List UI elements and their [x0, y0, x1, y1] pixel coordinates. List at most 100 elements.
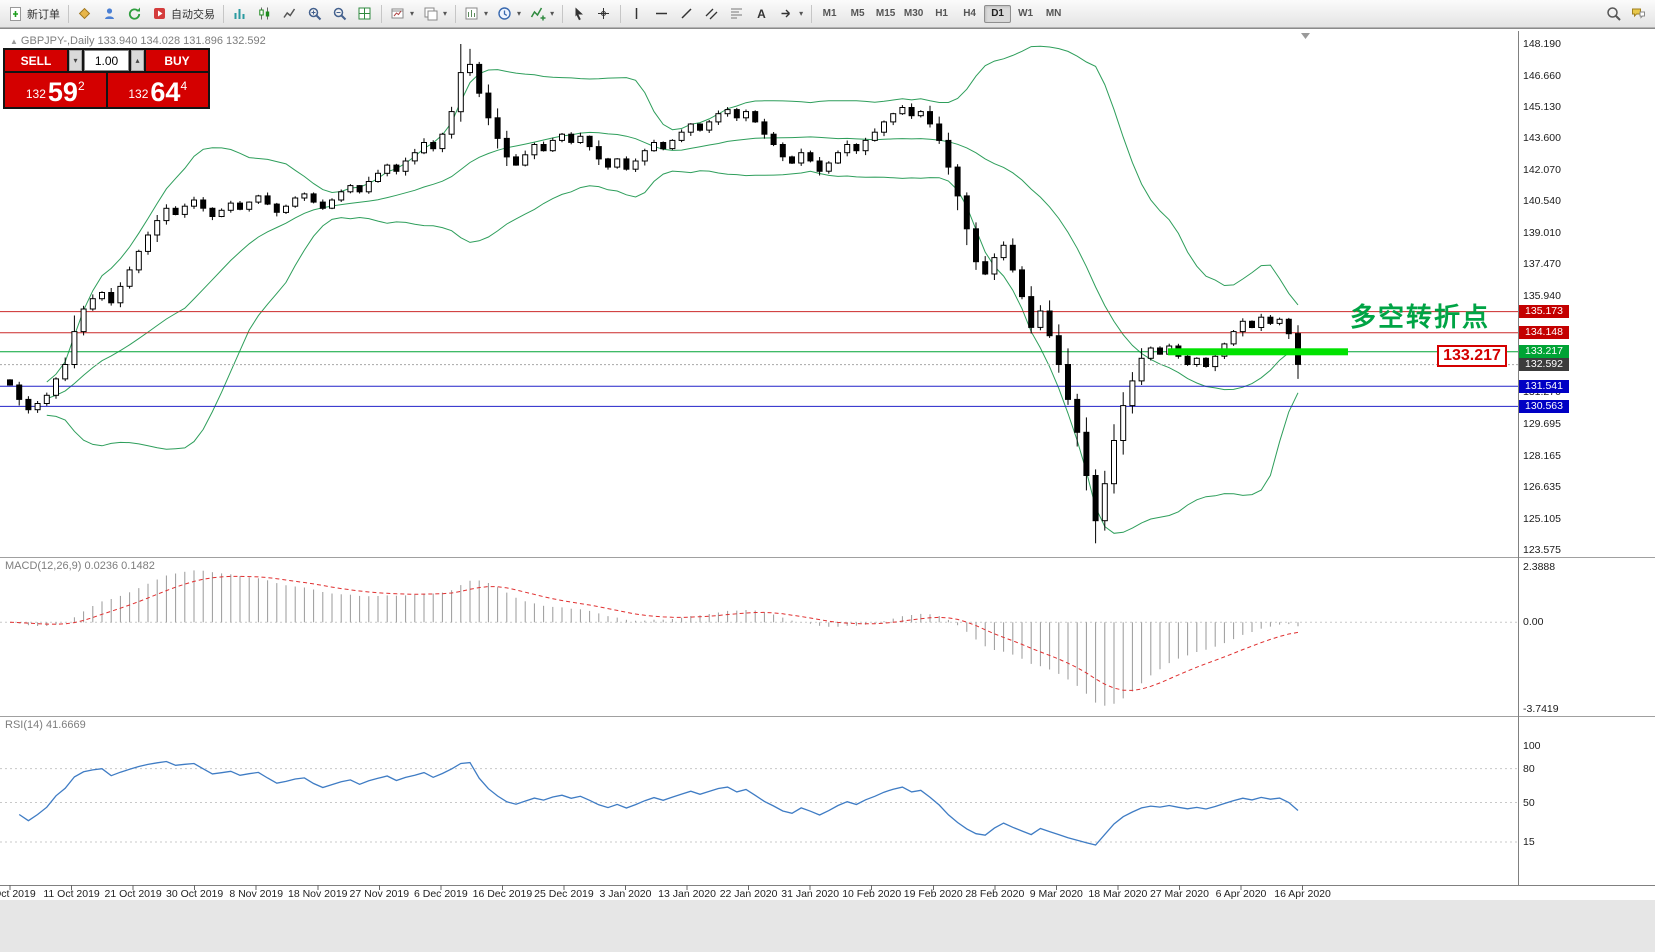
date-axis-label[interactable]: 6 Dec 2019 — [413, 888, 468, 900]
trendline-button[interactable] — [675, 3, 699, 25]
price-axis-tick[interactable]: 145.130 — [1523, 100, 1561, 113]
community-button[interactable] — [1627, 3, 1651, 25]
price-axis-tick[interactable]: 146.660 — [1523, 69, 1561, 82]
bar-chart-button[interactable] — [228, 3, 252, 25]
date-axis-label[interactable]: 11 Oct 2019 — [43, 888, 100, 900]
price-axis-tick[interactable]: 139.010 — [1523, 226, 1561, 239]
volume-increase-button[interactable]: ▴ — [131, 50, 144, 71]
price-axis-tick[interactable]: 128.165 — [1523, 449, 1561, 462]
shapes-button[interactable]: ▾ — [775, 3, 807, 25]
fibonacci-button[interactable] — [725, 3, 749, 25]
sell-button[interactable]: SELL — [5, 50, 67, 71]
channel-button[interactable] — [700, 3, 724, 25]
date-axis-label[interactable]: 13 Jan 2020 — [658, 888, 716, 900]
timeframe-m15-button[interactable]: M15 — [875, 8, 896, 19]
templates-button[interactable]: ▾ — [460, 3, 492, 25]
price-axis-tick[interactable]: 137.470 — [1523, 258, 1561, 271]
price-axis-tick[interactable]: 123.575 — [1523, 544, 1561, 556]
timeframe-d1-button[interactable]: D1 — [984, 4, 1012, 23]
indicators-button[interactable]: ▾ — [526, 3, 558, 25]
price-axis-tick[interactable]: 125.105 — [1523, 512, 1561, 525]
price-axis-tick[interactable]: 135.940 — [1523, 289, 1561, 302]
horizontal-line-button[interactable] — [650, 3, 674, 25]
date-axis-label[interactable]: 8 Nov 2019 — [229, 888, 284, 900]
rsi-axis-label[interactable]: 80 — [1523, 762, 1535, 775]
rsi-axis-label[interactable]: 100 — [1523, 740, 1541, 752]
timeframe-m1-button[interactable]: M1 — [822, 8, 837, 19]
zoom-in-button[interactable] — [303, 3, 327, 25]
periods-button[interactable]: ▾ — [493, 3, 525, 25]
date-axis-label[interactable]: 27 Mar 2020 — [1149, 888, 1209, 900]
date-axis-label[interactable]: 16 Apr 2020 — [1274, 888, 1331, 900]
profiles-button[interactable] — [73, 3, 97, 25]
date-axis-label[interactable]: 19 Feb 2020 — [903, 888, 963, 900]
cursor-button[interactable] — [567, 3, 591, 25]
timeframe-m30-button[interactable]: M30 — [903, 8, 924, 19]
market-watch-button[interactable] — [98, 3, 122, 25]
toolbar-separator — [381, 4, 382, 23]
new-chart-button[interactable]: ▾ — [386, 3, 418, 25]
macd-axis-label[interactable]: 2.3888 — [1523, 561, 1556, 573]
timeframe-w1-button[interactable]: W1 — [1018, 8, 1034, 19]
auto-trading-button[interactable]: 自动交易 — [148, 3, 219, 25]
date-axis-label[interactable]: 28 Feb 2020 — [965, 888, 1025, 900]
date-axis-label[interactable]: 25 Dec 2019 — [534, 888, 594, 900]
sell-price[interactable]: 132 59 2 — [5, 73, 106, 107]
macd-axis-label[interactable]: -3.7419 — [1523, 703, 1559, 715]
date-axis-label[interactable]: 16 Dec 2019 — [472, 888, 533, 900]
date-axis-label[interactable]: 30 Oct 2019 — [166, 888, 224, 900]
date-axis-label[interactable]: 22 Jan 2020 — [719, 888, 778, 900]
horizontal-level-lines[interactable] — [0, 311, 1518, 407]
price-axis-tick[interactable]: 126.635 — [1523, 481, 1561, 494]
timeframe-h1-button[interactable]: H1 — [935, 8, 948, 19]
chat-icon — [1631, 6, 1647, 22]
date-axis-label[interactable]: 21 Oct 2019 — [104, 888, 162, 900]
clock-icon — [497, 6, 513, 22]
macd-axis-label[interactable]: 0.00 — [1523, 616, 1544, 629]
buy-price[interactable]: 132 64 4 — [107, 73, 208, 107]
date-axis-label[interactable]: 6 Apr 2020 — [1215, 888, 1267, 900]
new-order-button[interactable]: 新订单 — [4, 3, 64, 25]
candlestick-icon — [257, 6, 273, 22]
buy-button[interactable]: BUY — [146, 50, 208, 71]
refresh-button[interactable] — [123, 3, 147, 25]
date-axis-label[interactable]: 18 Mar 2020 — [1088, 888, 1148, 900]
main-toolbar: 新订单 自动交易 ▾ ▾ ▾ ▾ ▾ A ▾ M1 M5 M15 M30 H1 H4 D1 W1 MN — [0, 0, 1655, 28]
price-axis-tick[interactable]: 140.540 — [1523, 195, 1561, 208]
panel-frame-lines[interactable] — [0, 31, 1655, 890]
candlestick-button[interactable] — [253, 3, 277, 25]
zoom-out-button[interactable] — [328, 3, 352, 25]
tile-windows-button[interactable] — [353, 3, 377, 25]
search-button[interactable] — [1602, 3, 1626, 25]
date-axis-label[interactable]: 3 Jan 2020 — [599, 888, 652, 900]
rsi-axis-label[interactable]: 15 — [1523, 836, 1535, 848]
price-axis-tick[interactable]: 142.070 — [1523, 163, 1561, 176]
templates-icon — [464, 6, 480, 22]
date-axis-label[interactable]: 18 Nov 2019 — [287, 888, 348, 900]
price-axis-tick[interactable]: 143.600 — [1523, 132, 1561, 145]
price-callout-label[interactable]: 133.217 — [1437, 345, 1507, 367]
text-button[interactable]: A — [750, 3, 774, 25]
timeframe-m5-button[interactable]: M5 — [850, 8, 865, 19]
date-axis-label[interactable]: 10 Feb 2020 — [842, 888, 902, 900]
price-axis-tick[interactable]: 129.695 — [1523, 418, 1561, 431]
date-axis-label[interactable]: 9 Mar 2020 — [1029, 888, 1083, 900]
crosshair-button[interactable] — [592, 3, 616, 25]
dropdown-caret: ▾ — [799, 9, 804, 18]
date-axis-label[interactable]: 27 Nov 2019 — [349, 888, 410, 900]
turning-point-annotation[interactable]: 多空转折点 — [1349, 302, 1490, 332]
date-axis-label[interactable]: 31 Jan 2020 — [781, 888, 840, 900]
volume-decrease-button[interactable]: ▾ — [69, 50, 82, 71]
vertical-line-button[interactable] — [625, 3, 649, 25]
volume-input[interactable] — [84, 50, 129, 71]
price-axis-tick[interactable]: 148.190 — [1523, 38, 1561, 50]
timeframe-mn-button[interactable]: MN — [1045, 8, 1062, 19]
chart-profile-button[interactable]: ▾ — [419, 3, 451, 25]
axis-price-badge: 131.541 — [1519, 379, 1569, 393]
timeframe-h4-button[interactable]: H4 — [963, 8, 976, 19]
chart-annotations[interactable] — [1168, 33, 1348, 356]
date-axis-label[interactable]: 2 Oct 2019 — [0, 888, 36, 900]
svg-text:A: A — [757, 7, 766, 21]
rsi-axis-label[interactable]: 50 — [1523, 796, 1535, 809]
line-chart-button[interactable] — [278, 3, 302, 25]
